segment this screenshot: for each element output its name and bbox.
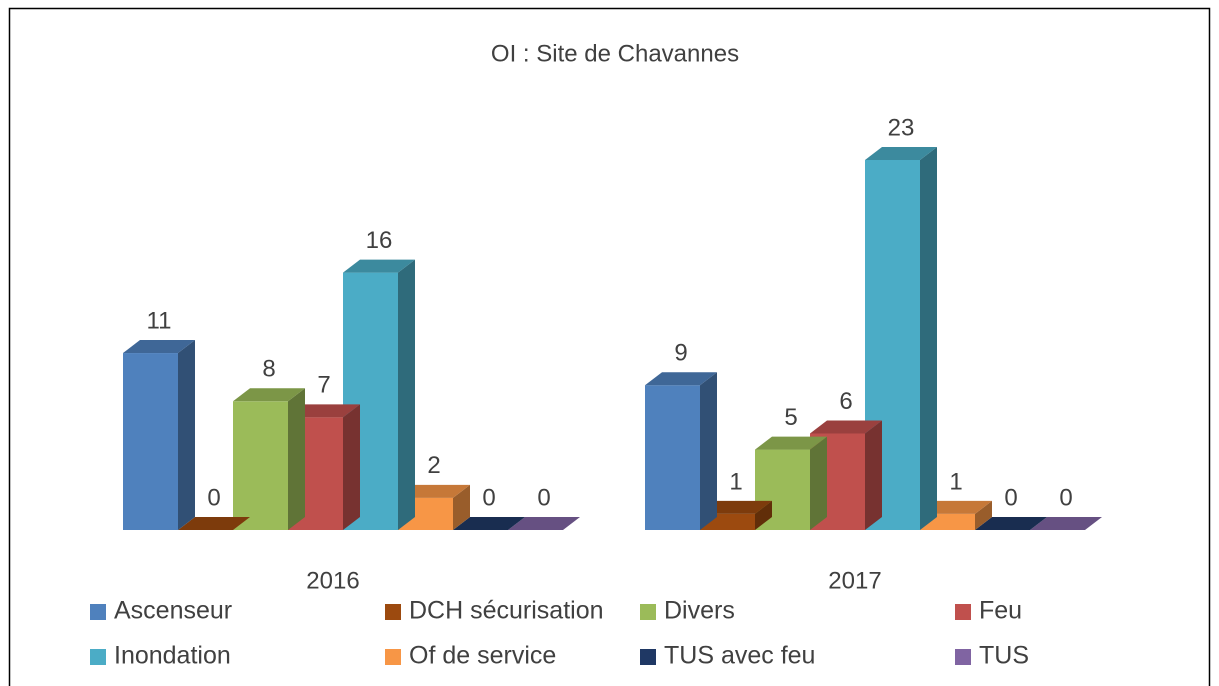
data-label: 1 — [949, 468, 962, 495]
bar-side — [700, 372, 717, 530]
bar-top — [453, 517, 525, 530]
bar-side — [810, 436, 827, 530]
bar-top — [343, 259, 415, 273]
bar-top — [810, 420, 882, 434]
bar — [755, 436, 827, 530]
data-label: 0 — [207, 484, 220, 511]
legend-label: Divers — [664, 597, 735, 625]
legend-swatch — [955, 604, 971, 620]
bar — [398, 484, 470, 530]
bar-front — [123, 353, 178, 530]
legend-swatch — [955, 649, 971, 665]
bar-top — [508, 517, 580, 530]
legend-label: TUS avec feu — [664, 642, 815, 670]
legend-label: Feu — [979, 597, 1022, 625]
bar-top — [178, 517, 250, 530]
data-label: 0 — [1059, 484, 1072, 511]
bar-side — [975, 500, 992, 530]
data-label: 8 — [262, 356, 275, 383]
bar-top — [920, 500, 992, 514]
bar-top — [700, 500, 772, 514]
bar-side — [288, 388, 305, 530]
legend-label: Ascenseur — [114, 597, 232, 625]
x-tick-label: 2016 — [306, 567, 359, 594]
data-label: 5 — [784, 404, 797, 431]
legend-swatch — [640, 604, 656, 620]
bar — [178, 517, 250, 530]
legend-label: Inondation — [114, 642, 231, 670]
bar-top — [288, 404, 360, 418]
bar-side — [920, 147, 937, 530]
bar-top — [1030, 517, 1102, 530]
legend-swatch — [385, 649, 401, 665]
bar — [453, 517, 525, 530]
bar — [645, 372, 717, 530]
bar-side — [343, 404, 360, 530]
chart-title: OI : Site de Chavannes — [491, 40, 739, 67]
legend-swatch — [385, 604, 401, 620]
data-label: 6 — [839, 388, 852, 415]
x-tick-label: 2017 — [828, 567, 881, 594]
data-label: 16 — [366, 227, 393, 254]
bar-top — [233, 388, 305, 402]
data-label: 0 — [1004, 484, 1017, 511]
data-label: 1 — [729, 468, 742, 495]
bar-side — [755, 500, 772, 530]
legend-label: TUS — [979, 642, 1029, 670]
legend-label: Of de service — [409, 642, 556, 670]
bar — [920, 500, 992, 530]
legend-swatch — [90, 649, 106, 665]
data-label: 9 — [674, 340, 687, 367]
bar — [700, 500, 772, 530]
data-label: 0 — [482, 484, 495, 511]
data-label: 7 — [317, 372, 330, 399]
bar-side — [453, 484, 470, 530]
data-label: 11 — [147, 307, 172, 334]
bar-front — [233, 401, 288, 530]
bar — [233, 388, 305, 530]
bar-top — [865, 147, 937, 160]
legend-label: DCH sécurisation — [409, 597, 604, 625]
bar-front — [645, 385, 700, 530]
legend-swatch — [90, 604, 106, 620]
bar-top — [975, 517, 1047, 530]
bar-side — [178, 340, 195, 530]
bar-side — [398, 259, 415, 530]
bar-top — [755, 436, 827, 450]
data-label: 23 — [888, 114, 915, 141]
chart-frame — [8, 7, 1211, 686]
bar — [975, 517, 1047, 530]
bar-top — [398, 484, 470, 498]
bar — [508, 517, 580, 530]
bar-side — [865, 420, 882, 530]
bar-top — [123, 340, 195, 354]
data-label: 0 — [537, 484, 550, 511]
bar — [1030, 517, 1102, 530]
bar-top — [645, 372, 717, 386]
bar — [123, 340, 195, 530]
legend-swatch — [640, 649, 656, 665]
data-label: 2 — [427, 452, 440, 479]
